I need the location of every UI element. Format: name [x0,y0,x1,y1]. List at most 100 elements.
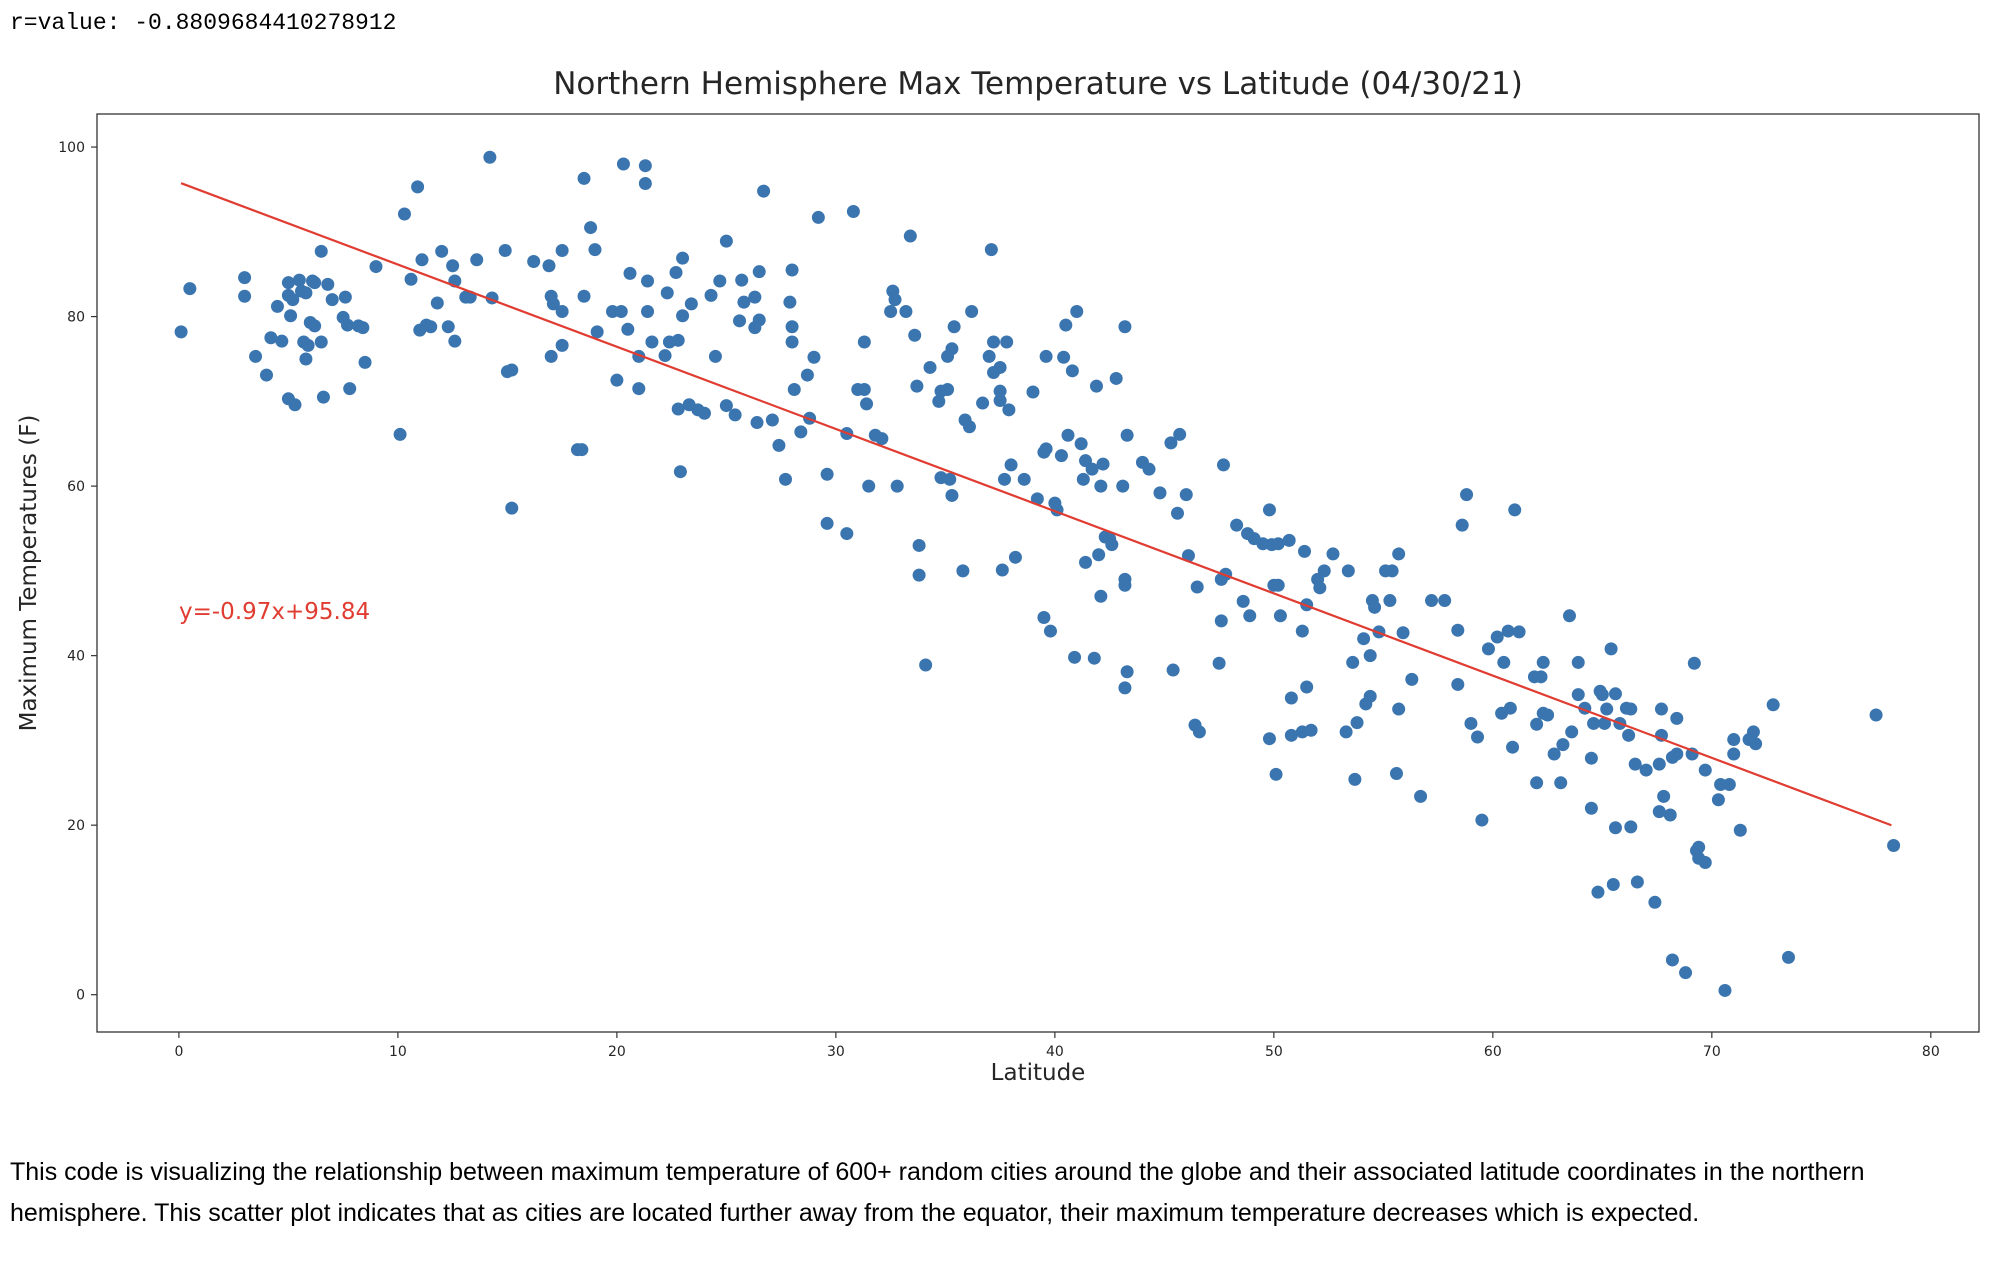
scatter-point [903,229,917,243]
scatter-point [1070,305,1084,319]
scatter-point [757,184,771,198]
scatter-point [1657,789,1671,803]
scatter-point [616,157,630,171]
scatter-point [1273,609,1287,623]
scatter-point [984,243,998,257]
scatter-point [660,286,674,300]
scatter-point [684,297,698,311]
scatter-point [1059,318,1073,332]
scatter-point [1698,763,1712,777]
scatter-point [890,479,904,493]
scatter-point [555,338,569,352]
y-tick-label: 60 [67,479,85,495]
scatter-point [1733,823,1747,837]
scatter-point [259,368,273,382]
scatter-point [1341,564,1355,578]
scatter-point [962,420,976,434]
scatter-point [708,349,722,363]
scatter-point [1298,544,1312,558]
scatter-point [1284,691,1298,705]
scatter-point [1670,711,1684,725]
scatter-point [1595,688,1609,702]
scatter-point [993,384,1007,398]
scatter-point [577,289,591,303]
x-tick-label: 60 [1484,1044,1502,1060]
scatter-point [794,425,808,439]
scatter-point [676,251,690,265]
scatter-point [1687,656,1701,670]
scatter-point [575,443,589,457]
scatter-point [1120,428,1134,442]
scatter-point [341,318,355,332]
scatter-point [369,260,383,274]
scatter-point [862,479,876,493]
scatter-point [1085,462,1099,476]
scatter-point [1746,725,1760,739]
scatter-point [1451,623,1465,637]
scatter-point [292,273,306,287]
scatter-point [1392,702,1406,716]
scatter-point [1192,725,1206,739]
scatter-point [299,352,313,366]
scatter-point [1326,547,1340,561]
scatter-point [1584,801,1598,815]
scatter-point [1464,716,1478,730]
scatter-point [1606,878,1620,892]
scatter-point [840,527,854,541]
scatter-point [1094,479,1108,493]
x-tick-label: 0 [174,1044,183,1060]
scatter-point [993,394,1007,408]
scatter-point [1061,428,1075,442]
scatter-point [1002,403,1016,417]
scatter-point [275,334,289,348]
chart: Northern Hemisphere Max Temperature vs L… [16,66,1980,1086]
scatter-point [1554,776,1568,790]
scatter-point [912,538,926,552]
scatter-point [505,363,519,377]
regression-equation: y=-0.97x+95.84 [179,599,370,625]
scatter-point [1039,442,1053,456]
scatter-point [1869,708,1883,722]
scatter-point [1639,763,1653,777]
scatter-point [820,467,834,481]
scatter-point [1179,488,1193,502]
scatter-point [943,472,957,486]
scatter-point [857,335,871,349]
scatter-point [343,382,357,396]
scatter-point [1534,670,1548,684]
scatter-point [1584,751,1598,765]
scatter-point [1608,821,1622,835]
y-tick-label: 100 [58,140,85,156]
scatter-point [238,289,252,303]
scatter-point [301,338,315,352]
scatter-point [752,313,766,327]
x-axis-label: Latitude [991,1060,1086,1086]
scatter-point [1711,793,1725,807]
scatter-point [411,180,425,194]
scatter-point [1630,875,1644,889]
scatter-point [1562,609,1576,623]
scatter-point [1508,503,1522,517]
y-tick-label: 80 [67,310,85,326]
scatter-point [987,335,1001,349]
scatter-point [1425,594,1439,608]
scatter-point [1317,564,1331,578]
scatter-point [1092,548,1106,562]
scatter-point [1271,578,1285,592]
scatter-point [286,293,300,307]
scatter-point [908,328,922,342]
scatter-point [947,320,961,334]
x-tick-label: 30 [827,1044,845,1060]
scatter-point [807,350,821,364]
scatter-point [1074,437,1088,451]
scatter-point [1698,855,1712,869]
scatter-point [308,276,322,290]
scatter-point [588,243,602,257]
scatter-point [638,159,652,173]
scatter-point [1652,805,1666,819]
scatter-point [1008,550,1022,564]
scatter-point [965,305,979,319]
scatter-point [785,335,799,349]
scatter-point [1727,733,1741,747]
scatter-point [1571,688,1585,702]
